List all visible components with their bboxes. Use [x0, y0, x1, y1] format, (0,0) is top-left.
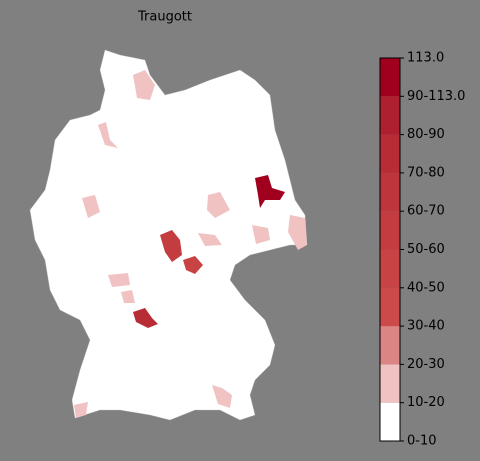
region	[212, 385, 232, 408]
region	[121, 290, 135, 303]
region	[74, 402, 88, 418]
colorbar-segment	[380, 134, 400, 173]
colorbar-label: 50-60	[407, 242, 445, 257]
colorbar-segment	[380, 402, 400, 441]
colorbar-segment	[380, 287, 400, 327]
colorbar-segment	[380, 96, 400, 135]
region	[183, 256, 203, 274]
colorbar-segment	[380, 58, 400, 97]
colorbar-segment	[380, 211, 400, 250]
map-title: Traugott	[137, 10, 192, 25]
region-high	[255, 175, 285, 208]
region	[198, 233, 222, 246]
region	[98, 122, 118, 148]
region	[160, 230, 182, 262]
colorbar-label: 30-40	[407, 319, 445, 334]
region	[288, 215, 307, 250]
region	[252, 225, 270, 244]
colorbar-segment	[380, 172, 400, 212]
germany-map	[29, 49, 308, 421]
colorbar-label: 0-10	[407, 434, 437, 449]
colorbar-segment	[380, 249, 400, 288]
colorbar-label: 40-50	[407, 280, 445, 295]
colorbar-label: 80-90	[407, 127, 445, 142]
colorbar-label: 10-20	[407, 395, 445, 410]
colorbar-label: 70-80	[407, 165, 445, 180]
region	[207, 192, 230, 218]
region	[82, 195, 100, 218]
colorbar-label: 90-113.0	[407, 89, 465, 104]
colorbar-label: 113.0	[407, 51, 444, 66]
colorbar: 0-10 10-20 20-30 30-40 40-50 50-60 60-70 70-80 8…	[379, 51, 465, 449]
colorbar-label: 20-30	[407, 357, 445, 372]
region	[133, 308, 158, 328]
region	[108, 273, 130, 287]
colorbar-segment	[380, 326, 400, 365]
colorbar-label: 60-70	[407, 204, 445, 219]
colorbar-segment	[380, 364, 400, 403]
region	[133, 70, 155, 100]
